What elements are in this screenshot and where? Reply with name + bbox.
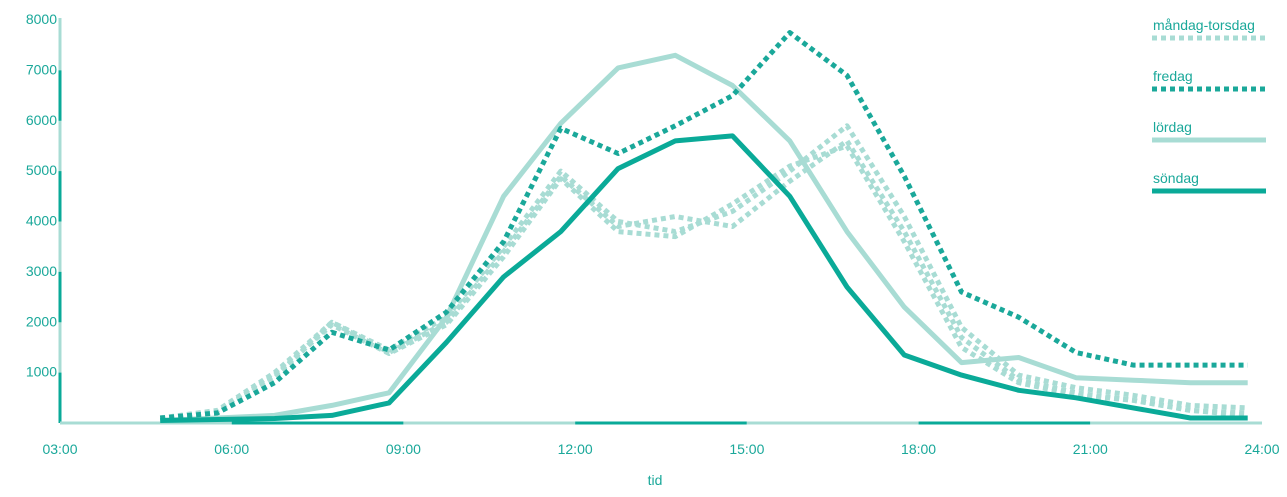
legend-label: lördag — [1153, 119, 1192, 135]
x-tick-label: 03:00 — [42, 441, 77, 457]
y-tick-label: 5000 — [26, 162, 57, 178]
series-line-fredag — [159, 30, 1248, 421]
legend-label: måndag-torsdag — [1153, 17, 1255, 33]
y-tick-label: 3000 — [26, 263, 57, 279]
y-tick-label: 7000 — [26, 61, 57, 77]
x-tick-label: 18:00 — [901, 441, 936, 457]
legend-label: söndag — [1153, 170, 1199, 186]
x-tick-label: 21:00 — [1073, 441, 1108, 457]
y-tick-label: 1000 — [26, 364, 57, 380]
y-tick-label: 2000 — [26, 313, 57, 329]
x-tick-label: 15:00 — [729, 441, 764, 457]
series-line-måndag-torsdag — [159, 123, 1248, 421]
y-tick-label: 8000 — [26, 11, 57, 27]
series-line-lördag — [160, 52, 1248, 423]
y-axis: 1000 2000 3000 4000 5000 6000 7000 8000 — [26, 11, 62, 423]
legend-label: fredag — [1153, 68, 1193, 84]
x-tick-label: 06:00 — [214, 441, 249, 457]
series-layer — [159, 30, 1248, 423]
y-tick-label: 6000 — [26, 112, 57, 128]
series-line-söndag — [160, 133, 1248, 423]
x-tick-label: 24:00 — [1244, 441, 1279, 457]
legend: måndag-torsdag fredag lördag söndag — [1152, 17, 1266, 194]
x-tick-label: 09:00 — [386, 441, 421, 457]
x-tick-label: 12:00 — [558, 441, 593, 457]
y-tick-label: 4000 — [26, 213, 57, 229]
x-axis-title: tid — [648, 472, 663, 488]
x-axis: 03:00 06:00 09:00 12:00 15:00 18:00 21:00 24:00 — [42, 421, 1280, 457]
